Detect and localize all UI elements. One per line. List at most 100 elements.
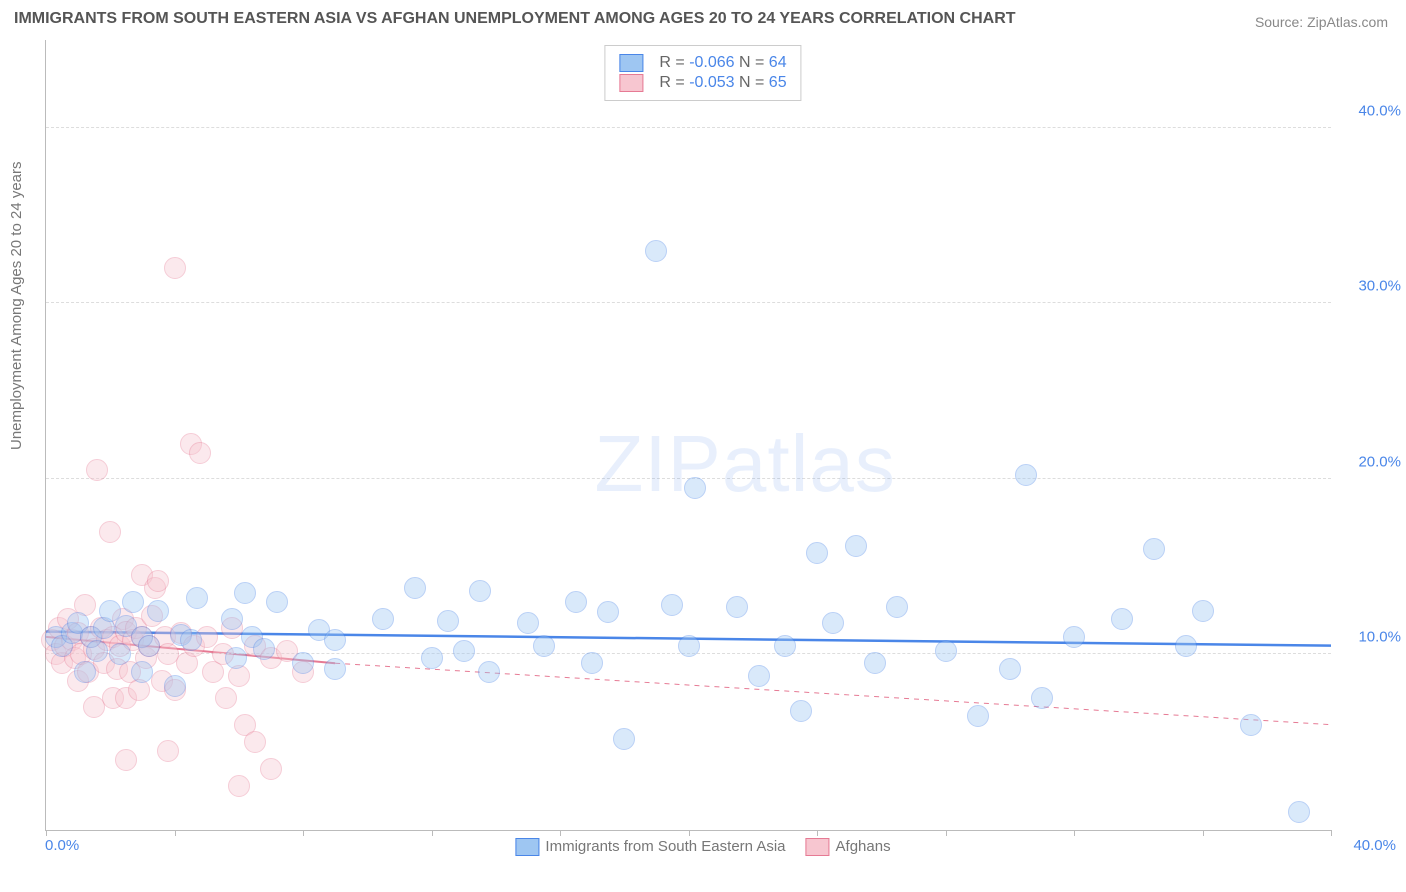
scatter-point-blue	[404, 577, 426, 599]
series-legend: Immigrants from South Eastern Asia Afgha…	[515, 838, 890, 856]
scatter-point-blue	[109, 643, 131, 665]
scatter-point-blue	[533, 635, 555, 657]
scatter-point-blue	[225, 647, 247, 669]
scatter-point-blue	[324, 658, 346, 680]
x-tick-mark	[560, 830, 561, 836]
legend-swatch-pink-bottom	[806, 838, 830, 856]
scatter-point-blue	[748, 665, 770, 687]
scatter-point-pink	[215, 687, 237, 709]
grid-line	[46, 302, 1331, 303]
x-axis-max: 40.0%	[1353, 837, 1396, 854]
scatter-point-blue	[774, 635, 796, 657]
x-tick-mark	[1331, 830, 1332, 836]
scatter-point-blue	[806, 542, 828, 564]
scatter-point-pink	[244, 731, 266, 753]
scatter-point-pink	[99, 521, 121, 543]
x-tick-mark	[1074, 830, 1075, 836]
scatter-point-blue	[684, 477, 706, 499]
scatter-point-blue	[292, 652, 314, 674]
scatter-point-blue	[164, 675, 186, 697]
y-tick-label: 20.0%	[1341, 453, 1401, 470]
scatter-point-blue	[864, 652, 886, 674]
scatter-point-blue	[437, 610, 459, 632]
scatter-point-blue	[1240, 714, 1262, 736]
x-tick-mark	[175, 830, 176, 836]
grid-line	[46, 127, 1331, 128]
scatter-point-blue	[478, 661, 500, 683]
scatter-point-blue	[234, 582, 256, 604]
legend-swatch-blue-bottom	[515, 838, 539, 856]
scatter-point-blue	[186, 587, 208, 609]
scatter-point-blue	[597, 601, 619, 623]
x-tick-mark	[946, 830, 947, 836]
chart-title: IMMIGRANTS FROM SOUTH EASTERN ASIA VS AF…	[14, 10, 1016, 28]
legend-row-pink: R = -0.053 N = 65	[619, 74, 786, 92]
trend-lines	[46, 40, 1331, 830]
scatter-point-blue	[1288, 801, 1310, 823]
scatter-point-blue	[253, 638, 275, 660]
scatter-point-blue	[74, 661, 96, 683]
scatter-point-blue	[517, 612, 539, 634]
legend-swatch-pink	[619, 74, 643, 92]
scatter-point-blue	[324, 629, 346, 651]
scatter-point-blue	[122, 591, 144, 613]
scatter-point-pink	[189, 442, 211, 464]
x-tick-mark	[46, 830, 47, 836]
y-axis-label: Unemployment Among Ages 20 to 24 years	[8, 161, 25, 450]
scatter-point-pink	[86, 459, 108, 481]
scatter-point-blue	[86, 640, 108, 662]
x-tick-mark	[432, 830, 433, 836]
legend-item-pink: Afghans	[806, 838, 891, 856]
scatter-point-blue	[1143, 538, 1165, 560]
y-tick-label: 30.0%	[1341, 278, 1401, 295]
legend-row-blue: R = -0.066 N = 64	[619, 54, 786, 72]
x-tick-mark	[1203, 830, 1204, 836]
x-tick-mark	[689, 830, 690, 836]
scatter-point-pink	[164, 257, 186, 279]
scatter-point-blue	[138, 635, 160, 657]
correlation-legend: R = -0.066 N = 64 R = -0.053 N = 65	[604, 45, 801, 101]
scatter-point-blue	[421, 647, 443, 669]
scatter-point-blue	[678, 635, 700, 657]
x-tick-mark	[303, 830, 304, 836]
scatter-point-blue	[565, 591, 587, 613]
scatter-point-pink	[147, 570, 169, 592]
source-attribution: Source: ZipAtlas.com	[1255, 14, 1388, 30]
scatter-point-blue	[1015, 464, 1037, 486]
scatter-point-blue	[661, 594, 683, 616]
scatter-point-blue	[790, 700, 812, 722]
plot-area: 10.0%20.0%30.0%40.0%	[45, 40, 1331, 831]
scatter-point-blue	[822, 612, 844, 634]
scatter-point-blue	[726, 596, 748, 618]
scatter-point-blue	[613, 728, 635, 750]
scatter-point-blue	[1192, 600, 1214, 622]
scatter-point-blue	[469, 580, 491, 602]
scatter-point-blue	[935, 640, 957, 662]
y-tick-label: 10.0%	[1341, 629, 1401, 646]
legend-item-blue: Immigrants from South Eastern Asia	[515, 838, 785, 856]
scatter-point-blue	[221, 608, 243, 630]
legend-swatch-blue	[619, 54, 643, 72]
scatter-point-blue	[967, 705, 989, 727]
scatter-point-blue	[147, 600, 169, 622]
scatter-point-blue	[1111, 608, 1133, 630]
scatter-point-blue	[453, 640, 475, 662]
scatter-point-blue	[845, 535, 867, 557]
scatter-point-blue	[131, 661, 153, 683]
scatter-point-blue	[645, 240, 667, 262]
scatter-point-pink	[228, 775, 250, 797]
scatter-point-blue	[999, 658, 1021, 680]
scatter-point-pink	[157, 740, 179, 762]
scatter-point-blue	[180, 629, 202, 651]
x-tick-mark	[817, 830, 818, 836]
scatter-point-pink	[115, 749, 137, 771]
x-axis-min: 0.0%	[45, 837, 79, 854]
scatter-point-blue	[1063, 626, 1085, 648]
scatter-point-blue	[886, 596, 908, 618]
scatter-point-blue	[372, 608, 394, 630]
y-tick-label: 40.0%	[1341, 102, 1401, 119]
scatter-point-blue	[581, 652, 603, 674]
scatter-point-blue	[1031, 687, 1053, 709]
scatter-point-pink	[260, 758, 282, 780]
scatter-point-blue	[266, 591, 288, 613]
